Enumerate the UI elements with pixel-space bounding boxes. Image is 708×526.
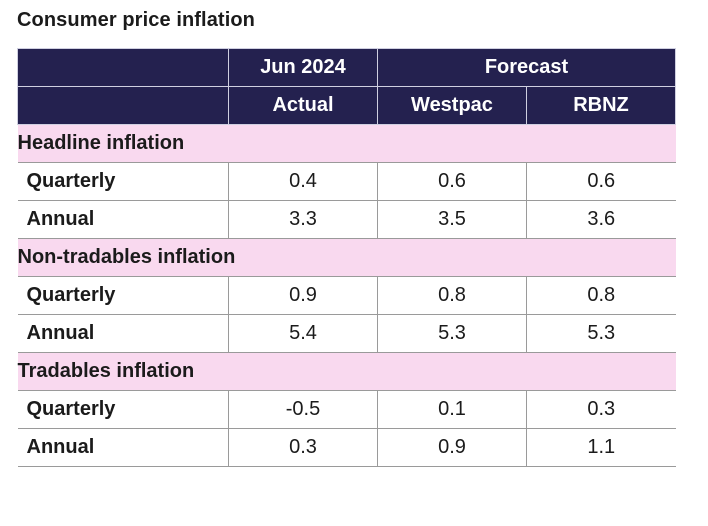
row-label: Annual (17, 200, 229, 239)
cell-actual: -0.5 (228, 390, 378, 429)
cell-rbnz: 0.8 (526, 276, 676, 315)
table-row: Annual 5.4 5.3 5.3 (17, 314, 676, 353)
header-row-sub: Actual Westpac RBNZ (17, 86, 676, 125)
cell-actual: 3.3 (228, 200, 378, 239)
cell-westpac: 0.1 (377, 390, 527, 429)
cell-rbnz: 0.3 (526, 390, 676, 429)
section-label: Headline inflation (17, 124, 676, 163)
cell-westpac: 0.8 (377, 276, 527, 315)
row-label: Annual (17, 314, 229, 353)
section-row-headline: Headline inflation (17, 124, 676, 163)
cell-westpac: 0.6 (377, 162, 527, 201)
cell-actual: 5.4 (228, 314, 378, 353)
section-row-non-tradables: Non-tradables inflation (17, 238, 676, 277)
cell-rbnz: 5.3 (526, 314, 676, 353)
row-label: Quarterly (17, 390, 229, 429)
cell-westpac: 0.9 (377, 428, 527, 467)
table-row: Quarterly 0.9 0.8 0.8 (17, 276, 676, 315)
header-blank-cell (17, 86, 229, 125)
header-blank-cell (17, 48, 229, 87)
table-row: Annual 0.3 0.9 1.1 (17, 428, 676, 467)
table-row: Quarterly 0.4 0.6 0.6 (17, 162, 676, 201)
header-forecast: Forecast (377, 48, 676, 87)
cell-actual: 0.4 (228, 162, 378, 201)
cell-actual: 0.3 (228, 428, 378, 467)
table-row: Quarterly -0.5 0.1 0.3 (17, 390, 676, 429)
row-label: Quarterly (17, 276, 229, 315)
table-title: Consumer price inflation (17, 9, 255, 31)
header-rbnz: RBNZ (526, 86, 676, 125)
table-row: Annual 3.3 3.5 3.6 (17, 200, 676, 239)
cell-westpac: 3.5 (377, 200, 527, 239)
row-label: Annual (17, 428, 229, 467)
cell-westpac: 5.3 (377, 314, 527, 353)
section-row-tradables: Tradables inflation (17, 352, 676, 391)
header-period: Jun 2024 (228, 48, 378, 87)
inflation-table: Jun 2024 Forecast Actual Westpac RBNZ He… (17, 48, 676, 467)
cell-actual: 0.9 (228, 276, 378, 315)
header-actual: Actual (228, 86, 378, 125)
cell-rbnz: 3.6 (526, 200, 676, 239)
section-label: Tradables inflation (17, 352, 676, 391)
header-row-top: Jun 2024 Forecast (17, 48, 676, 87)
cell-rbnz: 0.6 (526, 162, 676, 201)
section-label: Non-tradables inflation (17, 238, 676, 277)
cell-rbnz: 1.1 (526, 428, 676, 467)
header-westpac: Westpac (377, 86, 527, 125)
row-label: Quarterly (17, 162, 229, 201)
